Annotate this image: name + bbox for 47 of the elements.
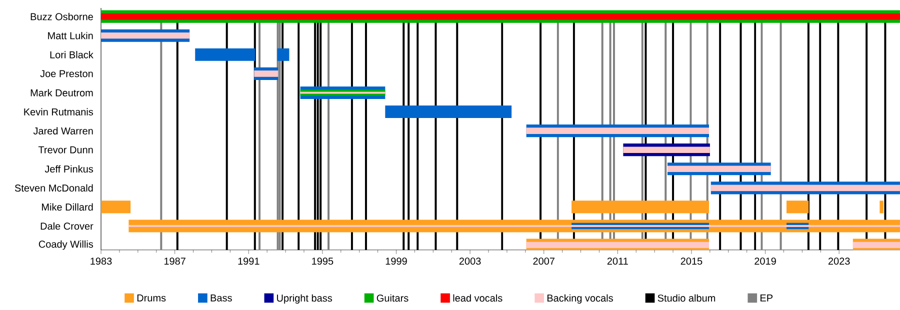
bar xyxy=(880,200,884,214)
bar xyxy=(254,70,278,77)
legend-label: Guitars xyxy=(376,294,408,302)
legend-label: Bass xyxy=(210,294,232,302)
x-tick-label: 2015 xyxy=(680,258,702,265)
x-tick-label: 2007 xyxy=(533,258,554,265)
legend-label: Drums xyxy=(137,294,166,302)
bar xyxy=(667,166,771,172)
x-tick-label: 1987 xyxy=(164,258,186,265)
legend-label: EP xyxy=(760,294,773,302)
bar xyxy=(101,200,131,214)
y-tick-label: Coady Willis xyxy=(38,240,94,250)
y-tick-label: Lori Black xyxy=(50,50,94,58)
y-tick-label: Steven McDonald xyxy=(14,184,93,192)
legend-label: Upright bass xyxy=(277,294,332,304)
y-tick-label: Jared Warren xyxy=(33,127,93,134)
legend-label: lead vocals xyxy=(453,294,502,302)
y-tick-label: Jeff Pinkus xyxy=(44,165,94,173)
y-tick-label: Joe Preston xyxy=(40,70,93,78)
x-tick-label: 1999 xyxy=(386,258,407,265)
y-tick-label: Kevin Rutmanis xyxy=(24,108,94,116)
y-tick-label: Matt Lukin xyxy=(48,32,93,40)
bar xyxy=(852,242,900,248)
bar xyxy=(786,200,809,214)
bar xyxy=(101,32,190,39)
bar xyxy=(385,105,512,118)
bar xyxy=(101,13,900,20)
y-tick-label: Mark Deutrom xyxy=(30,89,93,96)
y-tick-label: Trevor Dunn xyxy=(38,146,93,154)
x-tick-label: 2003 xyxy=(459,258,481,265)
bar xyxy=(710,184,900,192)
y-tick-label: Dale Crover xyxy=(40,222,94,230)
bar xyxy=(572,200,710,214)
x-tick-label: 1991 xyxy=(238,258,260,265)
bar xyxy=(195,48,256,61)
legend-label: Studio album xyxy=(658,294,716,302)
bar xyxy=(623,146,710,153)
bar xyxy=(526,242,710,248)
x-tick-label: 2023 xyxy=(828,258,850,265)
legend-label: Backing vocals xyxy=(547,294,613,304)
x-tick-label: 2011 xyxy=(607,258,628,265)
x-tick-label: 1995 xyxy=(312,258,334,265)
bar xyxy=(526,128,710,134)
x-tick-label: 1983 xyxy=(90,258,112,265)
x-tick-label: 2019 xyxy=(754,258,776,265)
y-tick-label: Buzz Osborne xyxy=(30,12,93,20)
y-tick-label: Mike Dillard xyxy=(42,203,93,211)
